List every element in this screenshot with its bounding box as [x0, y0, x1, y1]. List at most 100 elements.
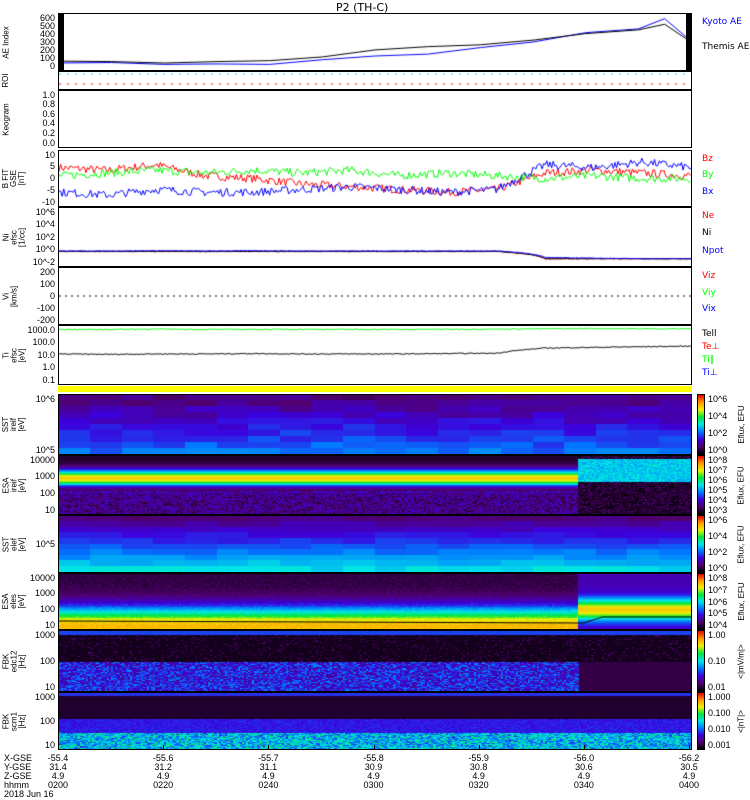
x-tick-z: 4.9: [472, 771, 485, 781]
colorbar-label: Eflux, EFU: [736, 524, 746, 564]
y-tick-label: 10: [44, 739, 55, 750]
y-tick-label: 1000: [34, 588, 55, 599]
missing-data-bar: [686, 13, 692, 71]
x-tick-y: 30.9: [364, 762, 383, 772]
y-tick-label: 10.0: [37, 349, 55, 360]
colorbar-tick-label: 0.01: [708, 682, 726, 692]
colorbar-tick-label: 1.00: [708, 630, 726, 640]
colorbar-label: <|nT|>: [736, 709, 746, 733]
colorbar-tick-label: 10^7: [708, 584, 728, 595]
colorbar-tick-label: 10^0: [708, 445, 728, 455]
colorbar-tick-label: 10^2: [708, 428, 728, 438]
panel-ae: [58, 13, 692, 71]
velocity-plot-area: [59, 268, 691, 324]
y-tick-label: 1000: [34, 471, 55, 482]
colorbar-label: Eflux, EFU: [736, 465, 746, 505]
plot-title: P2 (TH-C): [336, 1, 389, 14]
y-tick-label: 0.4: [42, 118, 55, 129]
esa-ion-plot-area: [59, 456, 691, 514]
colorbar-label: <|mV/m|>: [736, 643, 746, 679]
panel-roi: [58, 71, 692, 90]
y-tick-label: 10^0: [35, 244, 55, 254]
panel-sst-ion: [58, 394, 692, 455]
x-tick-y: 31.2: [154, 762, 172, 772]
x-tick-mark: [583, 745, 585, 750]
y-tick-label: 100: [39, 655, 55, 666]
fbk-scm1-colorbar: [697, 692, 705, 750]
y-tick-label: 100: [39, 603, 55, 614]
x-tick-z: 4.9: [367, 771, 380, 781]
density-plot-area: [59, 208, 691, 266]
x-tick-mark: [163, 745, 165, 750]
y-tick-label: 100: [39, 278, 55, 289]
ae-plot-area: [59, 14, 691, 70]
y-tick-label: 300: [39, 36, 55, 47]
x-tick-t: 0320: [468, 780, 489, 790]
x-tick-y: 31.1: [259, 762, 278, 772]
colorbar-tick-label: 10^0: [708, 563, 728, 573]
y-tick-label: 0.2: [42, 127, 55, 138]
x-tick-y: 30.6: [575, 762, 593, 772]
x-tick-z: 4.9: [51, 771, 65, 781]
fbk-edc12-plot-area: [59, 631, 691, 691]
legend-vix: Vix: [702, 304, 716, 315]
y-tick-label: 1000: [34, 629, 55, 640]
y-tick-label: 10^6: [35, 206, 55, 217]
y-tick-label: 1000.0: [27, 324, 55, 335]
temperature-plot-area: [59, 326, 691, 384]
axis-row-label: hhmm: [4, 780, 30, 790]
legend-themisae: Themis AE: [702, 42, 750, 52]
colorbar-tick-label: 10^4: [708, 411, 728, 421]
y-tick-label: 400: [39, 28, 55, 39]
legend-by: By: [702, 170, 714, 181]
keogram-plot-area: [59, 91, 691, 147]
esa-electron-plot-area: [59, 574, 691, 629]
y-tick-label: 0.1: [42, 374, 55, 385]
colorbar-tick-label: 10^8: [708, 573, 728, 583]
x-tick-y: 30.8: [469, 762, 488, 772]
y-tick-label: 0.0: [42, 137, 55, 148]
x-tick-mark: [373, 745, 375, 750]
axis-row-label: X-GSE: [4, 753, 33, 763]
y-tick-label: 600: [39, 12, 55, 23]
x-tick-mark: [268, 745, 270, 750]
y-tick-label: 10: [44, 149, 55, 160]
y-tick-label: 200: [39, 44, 55, 55]
panel-esa-electron: [58, 573, 692, 630]
esa-ion-colorbar: [697, 455, 705, 515]
y-tick-label: 100: [39, 487, 55, 498]
legend-bx: Bx: [702, 186, 714, 197]
x-tick-t: 0300: [363, 780, 384, 790]
panel-esa-ion: [58, 455, 692, 515]
x-tick-x: -55.8: [363, 753, 384, 763]
y-tick-label: -200: [36, 314, 55, 325]
colorbar-tick-label: 10^5: [708, 608, 728, 619]
y-tick-label: 1.0: [42, 89, 55, 100]
y-tick-label: 10^2: [35, 231, 55, 242]
x-tick-t: 0400: [678, 780, 700, 790]
y-tick-label: 100.0: [32, 337, 55, 347]
fbk-scm1-plot-area: [59, 693, 691, 749]
colorbar-tick-label: 10^7: [708, 465, 728, 475]
colorbar-tick-label: 10^3: [708, 505, 728, 515]
y-axis-label: SST ireif [eV]: [1, 416, 26, 433]
colorbar-tick-label: 0.010: [708, 724, 731, 734]
panel-fbk-scm1: [58, 692, 692, 750]
y-tick-label: -10: [41, 196, 55, 207]
legend-ni: Ni: [702, 228, 712, 239]
y-tick-label: 10000: [29, 572, 55, 583]
legend-ne: Ne: [702, 211, 715, 221]
legend-ti: Ti⊥: [702, 368, 718, 378]
y-tick-label: 10^6: [35, 393, 55, 404]
x-tick-x: -55.4: [47, 753, 69, 763]
x-tick-z: 4.9: [262, 771, 275, 781]
x-tick-z: 4.9: [682, 771, 696, 781]
data-quality-bar: [58, 386, 692, 392]
colorbar-tick-label: 0.10: [708, 656, 726, 666]
y-tick-label: -5: [46, 184, 55, 195]
colorbar-tick-label: 10^6: [708, 596, 728, 607]
y-tick-label: 100: [39, 715, 55, 726]
legend-te: Te⊥: [702, 342, 720, 352]
y-tick-label: 0: [49, 60, 55, 71]
colorbar-tick-label: 10^6: [708, 394, 728, 404]
